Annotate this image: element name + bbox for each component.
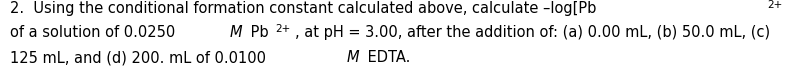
Text: M: M xyxy=(346,50,359,65)
Text: , at pH = 3.00, after the addition of: (a) 0.00 mL, (b) 50.0 mL, (c): , at pH = 3.00, after the addition of: (… xyxy=(294,25,769,40)
Text: 125 mL, and (d) 200. mL of 0.0100: 125 mL, and (d) 200. mL of 0.0100 xyxy=(10,50,271,65)
Text: M: M xyxy=(229,25,242,40)
Text: EDTA.: EDTA. xyxy=(363,50,410,65)
Text: Pb: Pb xyxy=(246,25,268,40)
Text: 2.  Using the conditional formation constant calculated above, calculate –log[Pb: 2. Using the conditional formation const… xyxy=(10,1,597,16)
Text: of a solution of 0.0250: of a solution of 0.0250 xyxy=(10,25,180,40)
Text: 2+: 2+ xyxy=(275,24,290,34)
Text: 2+: 2+ xyxy=(767,0,782,10)
